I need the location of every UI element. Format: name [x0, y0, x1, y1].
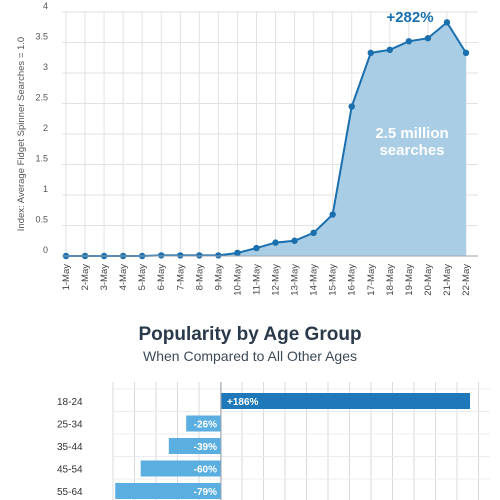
- y-tick-label: 3.5: [35, 32, 48, 42]
- age-bar: [115, 483, 221, 499]
- x-tick-label: 11-May: [251, 264, 262, 295]
- x-tick-label: 15-May: [328, 264, 339, 296]
- data-point: [329, 211, 336, 218]
- data-point: [177, 252, 184, 259]
- data-point: [462, 49, 470, 57]
- x-tick-label: 16-May: [347, 264, 358, 296]
- y-tick-label: 2.5: [35, 93, 48, 103]
- x-tick-label: 6-May: [156, 264, 167, 291]
- y-tick-label: 1.5: [35, 154, 48, 164]
- x-tick-label: 13-May: [290, 264, 301, 296]
- bar-value-label: -39%: [194, 442, 217, 453]
- x-tick-label: 14-May: [309, 264, 320, 296]
- x-tick-label: 19-May: [404, 264, 415, 296]
- data-point: [272, 239, 279, 246]
- data-point: [196, 252, 203, 259]
- y-tick-label: 1: [43, 184, 48, 194]
- bar-value-label: -26%: [194, 420, 217, 431]
- age-chart-title: Popularity by Age Group: [138, 324, 362, 345]
- x-tick-label: 4-May: [118, 264, 129, 291]
- x-tick-label: 22-May: [461, 264, 472, 296]
- data-point: [310, 229, 317, 237]
- age-bar: [186, 415, 221, 432]
- line-area-chart: 0 0.5 1 1.5 2 2.5 3 3.5 4 1-May 2-May 3-May 4-May 5-M…: [16, 1, 478, 296]
- x-tick-label: 21-May: [442, 264, 453, 296]
- data-point: [386, 46, 394, 54]
- age-bar-chart: 18-24 +186% 25-34 -26% 35-44 -39% 45-54 -60% 55-…: [57, 382, 490, 500]
- data-point: [443, 19, 451, 26]
- x-tick-label: 10-May: [232, 264, 243, 296]
- age-chart-subtitle: When Compared to All Other Ages: [143, 348, 357, 364]
- volume-annotation-line1: 2.5 million: [375, 125, 448, 142]
- x-tick-label: 3-May: [99, 264, 110, 291]
- x-tick-label: 18-May: [385, 264, 396, 296]
- age-category-label: 25-34: [57, 420, 83, 431]
- x-tick-label: 12-May: [271, 264, 282, 296]
- bar-value-label: -79%: [194, 487, 217, 498]
- age-category-label: 55-64: [57, 487, 83, 498]
- data-point: [424, 35, 432, 42]
- y-tick-label: 0: [43, 245, 48, 255]
- age-category-label: 35-44: [57, 442, 83, 453]
- y-tick-label: 3: [43, 62, 48, 72]
- x-tick-label: 9-May: [213, 264, 224, 291]
- age-bar: [221, 393, 470, 409]
- bar-value-label: +186%: [227, 397, 259, 408]
- peak-change-annotation: +282%: [386, 9, 433, 26]
- x-tick-label: 2-May: [80, 264, 91, 291]
- series-area: [66, 22, 466, 257]
- x-tick-label: 5-May: [137, 264, 148, 291]
- y-tick-label: 4: [43, 1, 48, 11]
- data-point: [405, 38, 413, 45]
- age-bar: [168, 438, 221, 454]
- age-category-label: 45-54: [57, 465, 83, 476]
- data-point: [348, 103, 355, 110]
- x-tick-label: 7-May: [175, 264, 186, 291]
- volume-annotation-line2: searches: [379, 142, 444, 159]
- age-category-label: 18-24: [57, 397, 83, 408]
- x-tick-label: 1-May: [61, 264, 72, 291]
- y-tick-label: 0.5: [35, 215, 48, 225]
- y-axis-label: Index: Average Fidget Spinner Searches =…: [16, 37, 27, 231]
- x-tick-label: 17-May: [366, 264, 377, 296]
- data-point: [367, 49, 374, 57]
- data-point: [234, 249, 241, 257]
- x-tick-label: 20-May: [423, 264, 434, 296]
- y-tick-label: 2: [43, 123, 48, 133]
- x-tick-label: 8-May: [194, 264, 205, 291]
- data-point: [291, 237, 298, 244]
- age-bar: [140, 460, 221, 477]
- bar-value-label: -60%: [194, 465, 217, 476]
- data-point: [215, 252, 222, 259]
- data-point: [158, 252, 165, 259]
- data-point: [253, 244, 260, 252]
